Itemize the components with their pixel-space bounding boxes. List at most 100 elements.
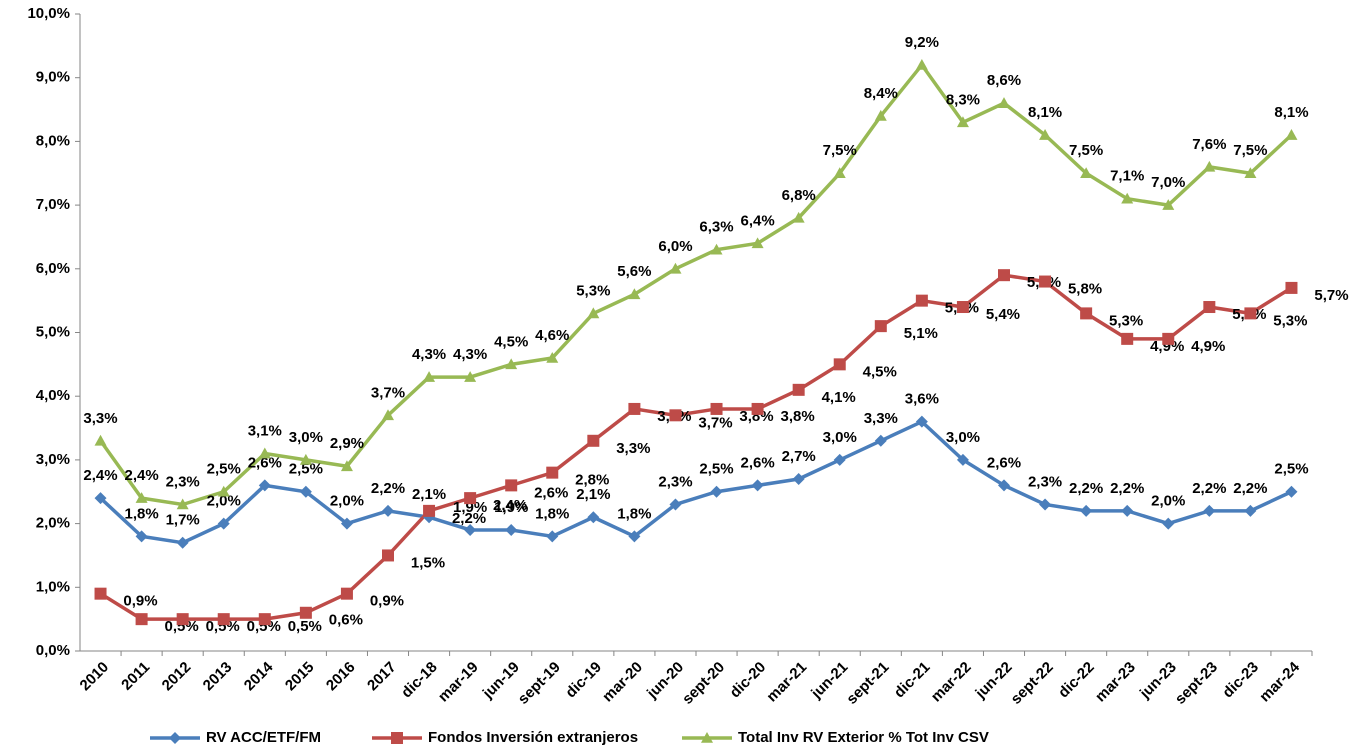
data-label: 3,7% [698, 414, 732, 431]
data-label: 2,1% [576, 486, 610, 503]
data-label: 2,6% [987, 454, 1021, 471]
marker [1203, 301, 1216, 314]
marker [874, 320, 887, 333]
data-label: 7,5% [823, 142, 857, 159]
data-label: 4,3% [453, 346, 487, 363]
data-label: 9,2% [905, 34, 939, 51]
data-label: 2,4% [83, 467, 117, 484]
marker [710, 402, 723, 415]
data-label: 1,7% [166, 512, 200, 529]
marker [382, 409, 394, 421]
x-tick-label: mar-23 [1092, 659, 1139, 706]
data-label: 5,3% [1273, 312, 1307, 329]
data-label: 4,3% [412, 346, 446, 363]
data-label: 2,6% [740, 454, 774, 471]
data-label: 6,0% [658, 238, 692, 255]
x-tick-label: sept-19 [515, 659, 564, 708]
data-label: 2,2% [1069, 480, 1103, 497]
y-tick-label: 5,0% [36, 323, 70, 340]
marker [258, 479, 271, 492]
data-label: 4,1% [822, 389, 856, 406]
data-label: 2,2% [452, 510, 486, 527]
marker [258, 447, 271, 459]
x-tick-label: dic-23 [1219, 659, 1262, 702]
marker [792, 211, 805, 223]
data-label: 2,4% [493, 497, 527, 514]
data-label: 2,5% [207, 461, 241, 478]
data-label: 2,3% [1028, 473, 1062, 490]
y-tick-label: 4,0% [36, 387, 70, 404]
marker [1039, 129, 1052, 140]
marker [546, 351, 559, 363]
legend-label: Total Inv RV Exterior % Tot Inv CSV [738, 729, 989, 746]
marker [94, 434, 107, 446]
marker [1244, 167, 1257, 179]
x-tick-label: dic-19 [562, 659, 605, 702]
x-tick-label: 2011 [118, 659, 153, 694]
data-label: 2,0% [330, 493, 364, 510]
y-tick-label: 10,0% [27, 5, 70, 22]
marker [1285, 485, 1298, 498]
data-label: 8,4% [864, 85, 898, 102]
series-line [99, 273, 1293, 621]
marker [1162, 199, 1175, 210]
data-label: 2,8% [575, 472, 609, 489]
legend-label: RV ACC/ETF/FM [206, 729, 321, 746]
data-label: 7,5% [1233, 142, 1267, 159]
marker [169, 732, 181, 744]
marker [956, 301, 969, 314]
marker [382, 549, 394, 562]
data-label: 0,9% [370, 593, 404, 610]
marker [382, 504, 394, 517]
marker [299, 485, 312, 498]
data-label: 5,3% [1109, 312, 1143, 329]
marker [587, 307, 600, 319]
data-label: 2,3% [658, 473, 692, 490]
marker [464, 523, 477, 536]
marker [701, 732, 713, 743]
x-tick-label: sept-22 [1008, 659, 1057, 708]
series-line [99, 419, 1293, 545]
marker [669, 262, 682, 274]
marker [710, 485, 723, 498]
marker [1285, 281, 1298, 294]
data-label: 2,2% [371, 480, 405, 497]
data-label: 0,6% [329, 612, 363, 629]
marker [546, 530, 559, 543]
data-label: 6,8% [782, 187, 816, 204]
x-tick-label: mar-19 [435, 659, 482, 706]
marker [833, 358, 846, 371]
data-label: 5,7% [1314, 287, 1348, 304]
x-tick-label: mar-22 [928, 659, 975, 706]
data-label: 4,6% [535, 327, 569, 344]
x-tick-label: dic-22 [1055, 659, 1098, 702]
x-tick-label: 2015 [282, 659, 318, 695]
marker [1121, 504, 1134, 517]
x-tick-label: 2010 [77, 659, 113, 695]
x-tick-label: sept-21 [843, 659, 892, 708]
data-label: 1,8% [617, 505, 651, 522]
data-label: 3,0% [289, 429, 323, 446]
y-tick-label: 3,0% [36, 451, 70, 468]
marker [258, 613, 271, 626]
data-label: 3,8% [739, 408, 773, 425]
data-label: 2,6% [534, 484, 568, 501]
marker [751, 479, 764, 492]
marker [587, 434, 600, 447]
data-label: 4,9% [1150, 338, 1184, 355]
marker [1121, 192, 1134, 204]
marker [956, 116, 969, 128]
marker [1121, 332, 1134, 345]
marker [710, 243, 723, 255]
marker [833, 453, 846, 466]
data-label: 8,6% [987, 72, 1021, 89]
data-label: 2,2% [1110, 480, 1144, 497]
marker [915, 294, 928, 307]
data-label: 3,3% [616, 440, 650, 457]
marker [1080, 504, 1093, 517]
marker [94, 587, 107, 600]
data-label: 0,9% [123, 593, 157, 610]
data-label: 3,6% [905, 391, 939, 408]
data-label: 2,4% [124, 467, 158, 484]
data-label: 2,5% [289, 461, 323, 478]
